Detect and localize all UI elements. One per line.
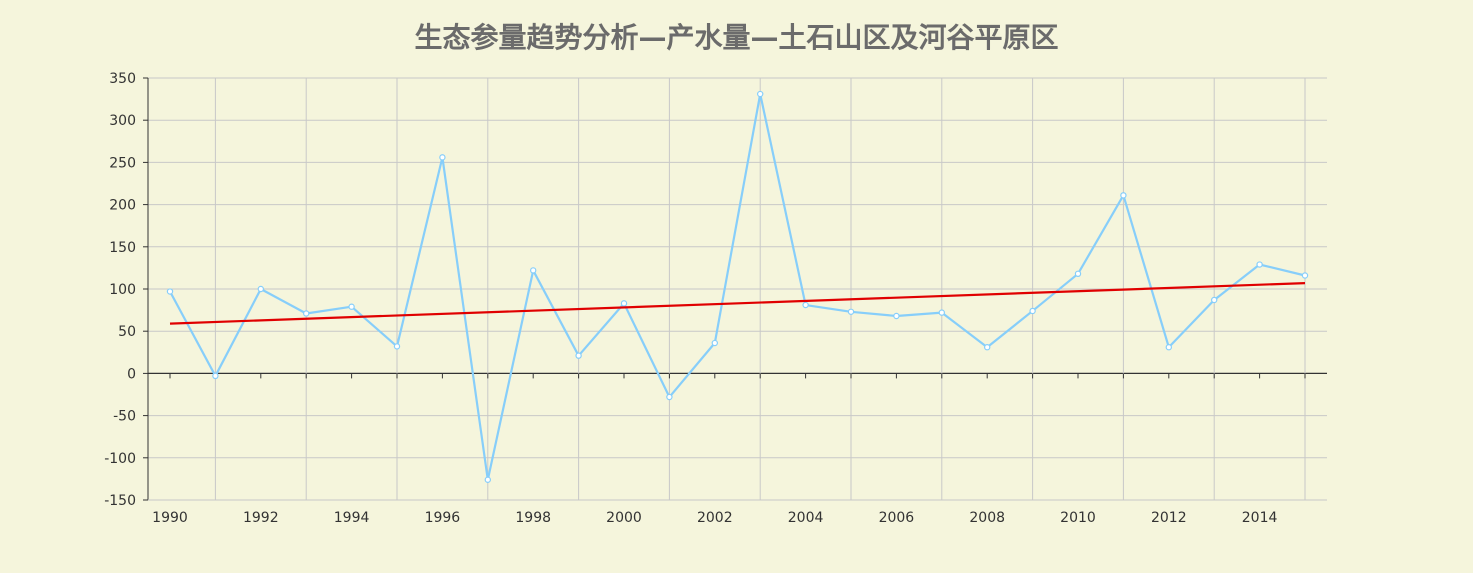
y-tick-label: 300 (109, 113, 136, 129)
x-tick-label: 1998 (515, 510, 551, 526)
data-point (303, 310, 310, 317)
data-point (393, 343, 401, 350)
y-tick-label: -50 (113, 409, 136, 425)
x-tick-label: 1996 (425, 510, 461, 526)
data-point (666, 393, 673, 401)
y-tick-label: 350 (109, 71, 136, 87)
data-point (893, 312, 900, 320)
x-tick-label: 2008 (969, 510, 1005, 526)
x-tick-label: 1994 (334, 510, 370, 526)
data-point (1120, 192, 1127, 199)
data-point (847, 308, 855, 315)
data-point (802, 301, 809, 309)
data-point (166, 288, 174, 295)
x-tick-label: 2012 (1151, 510, 1187, 526)
data-point (1301, 272, 1309, 279)
data-point (348, 303, 355, 310)
data-point (1256, 261, 1263, 268)
x-tick-label: 2004 (788, 510, 824, 526)
y-tick-label: 100 (109, 282, 136, 298)
y-tick-label: 0 (127, 366, 136, 382)
y-tick-label: 250 (109, 155, 136, 171)
data-point (620, 300, 628, 307)
series-line (169, 92, 1306, 481)
data-point (484, 476, 491, 483)
data-point (1210, 296, 1218, 304)
data-point (711, 339, 719, 347)
data-point (1029, 307, 1036, 315)
data-point (439, 154, 446, 161)
x-tick-label: 1992 (243, 510, 279, 526)
data-point (938, 309, 946, 316)
x-tick-label: 2014 (1242, 510, 1278, 526)
y-tick-label: 50 (118, 324, 136, 340)
data-point (257, 285, 264, 293)
x-tick-label: 2002 (697, 510, 733, 526)
data-point (575, 352, 582, 359)
x-tick-label: 2006 (879, 510, 915, 526)
data-point (212, 372, 219, 380)
y-tick-label: -100 (104, 451, 136, 467)
data-point (1165, 344, 1173, 351)
x-tick-label: 2000 (606, 510, 642, 526)
x-tick-label: 2010 (1060, 510, 1096, 526)
data-point (984, 344, 991, 351)
x-tick-label: 1990 (152, 510, 188, 526)
data-point (1074, 270, 1082, 278)
data-point (530, 267, 537, 274)
y-tick-label: -150 (104, 493, 136, 509)
chart-title: 生态参量趋势分析—产水量—土石山区及河谷平原区 (414, 21, 1059, 54)
trend-line (169, 281, 1306, 325)
y-tick-label: 200 (109, 198, 136, 214)
data-point (757, 90, 764, 98)
y-tick-label: 150 (109, 240, 136, 256)
